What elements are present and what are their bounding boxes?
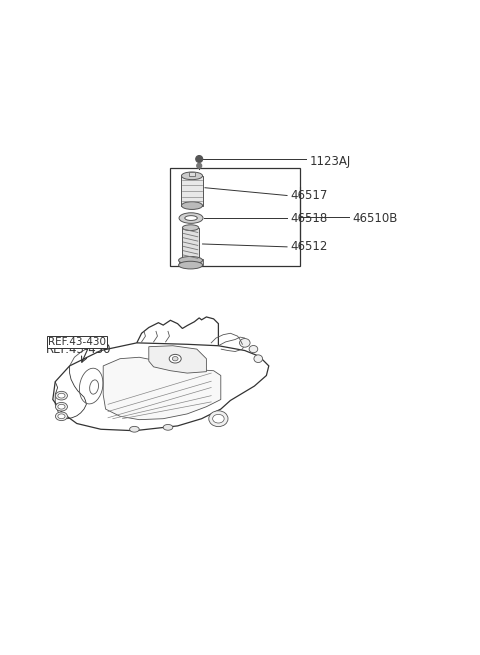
Text: 46510B: 46510B [353,212,398,225]
Ellipse shape [254,355,263,362]
Ellipse shape [130,426,139,432]
Text: REF.43-430: REF.43-430 [46,343,111,356]
Ellipse shape [172,356,178,361]
Ellipse shape [181,202,203,210]
Circle shape [197,163,202,168]
Ellipse shape [58,414,65,419]
Bar [170,168,300,266]
Ellipse shape [185,215,197,221]
Ellipse shape [55,412,67,421]
Ellipse shape [209,411,228,426]
Ellipse shape [240,339,250,347]
Ellipse shape [55,402,67,411]
Polygon shape [53,343,269,431]
Ellipse shape [169,354,181,363]
Text: 1123AJ: 1123AJ [310,155,351,168]
Ellipse shape [182,225,199,231]
Ellipse shape [163,424,173,430]
Bar [181,176,203,206]
Bar [189,172,195,176]
Ellipse shape [179,213,203,223]
Text: REF.43-430: REF.43-430 [48,337,106,346]
Polygon shape [103,357,221,420]
Ellipse shape [213,415,224,423]
Ellipse shape [179,261,203,269]
Circle shape [196,156,203,162]
Text: 46512: 46512 [290,240,328,253]
Ellipse shape [249,345,258,352]
Ellipse shape [58,393,65,398]
Text: 46517: 46517 [290,189,328,202]
Bar [182,228,199,260]
Polygon shape [149,346,206,373]
Ellipse shape [181,172,203,179]
Bar [179,259,203,265]
Text: 46518: 46518 [290,212,328,225]
Ellipse shape [179,257,203,264]
Ellipse shape [58,404,65,409]
Ellipse shape [55,391,67,400]
